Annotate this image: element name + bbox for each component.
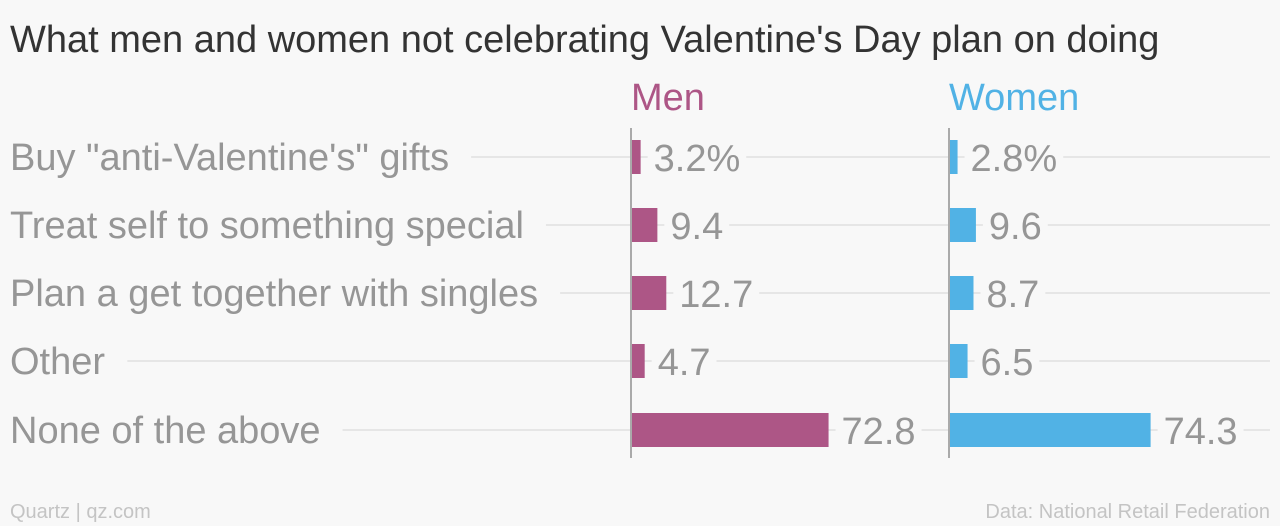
series-header-men: Men [631, 77, 705, 119]
footer-source-right: Data: National Retail Federation [985, 501, 1270, 523]
chart-title: What men and women not celebrating Valen… [10, 19, 1159, 61]
bar-men [632, 208, 658, 242]
bar-women [950, 413, 1151, 447]
value-label: 6.5 [981, 342, 1034, 384]
label-backdrop [974, 357, 1040, 365]
value-label: 9.6 [989, 206, 1042, 248]
label-backdrop [651, 357, 717, 365]
bar-women [950, 208, 976, 242]
category-label: Other [10, 341, 105, 383]
bar-men [632, 344, 645, 378]
value-label: 3.2% [654, 138, 741, 180]
value-label: 4.7 [658, 342, 711, 384]
bar-men [632, 413, 829, 447]
footer-source-left: Quartz | qz.com [10, 501, 151, 523]
value-label: 12.7 [679, 274, 753, 316]
category-label: None of the above [10, 410, 321, 452]
value-label: 9.4 [670, 206, 723, 248]
label-backdrop [1157, 426, 1244, 434]
bar-men [632, 276, 667, 310]
bar-women [950, 276, 974, 310]
value-label: 2.8% [971, 138, 1058, 180]
label-backdrop [647, 153, 747, 161]
bar-women [950, 140, 958, 174]
bar-women [950, 344, 968, 378]
category-label: Treat self to something special [10, 205, 524, 247]
labels: Buy "anti-Valentine's" gifts Treat self t… [10, 77, 1238, 453]
category-label: Plan a get together with singles [10, 273, 538, 315]
label-backdrop [980, 289, 1046, 297]
value-label: 74.3 [1164, 411, 1238, 453]
bar-men [632, 140, 641, 174]
category-label: Buy "anti-Valentine's" gifts [10, 137, 449, 179]
value-label: 8.7 [986, 274, 1039, 316]
series-header-women: Women [949, 77, 1079, 119]
label-backdrop [835, 426, 922, 434]
label-backdrop [982, 221, 1048, 229]
bars [632, 140, 1151, 447]
label-backdrop [964, 153, 1064, 161]
label-backdrop [664, 221, 730, 229]
value-label: 72.8 [842, 411, 916, 453]
label-backdrop [673, 289, 760, 297]
